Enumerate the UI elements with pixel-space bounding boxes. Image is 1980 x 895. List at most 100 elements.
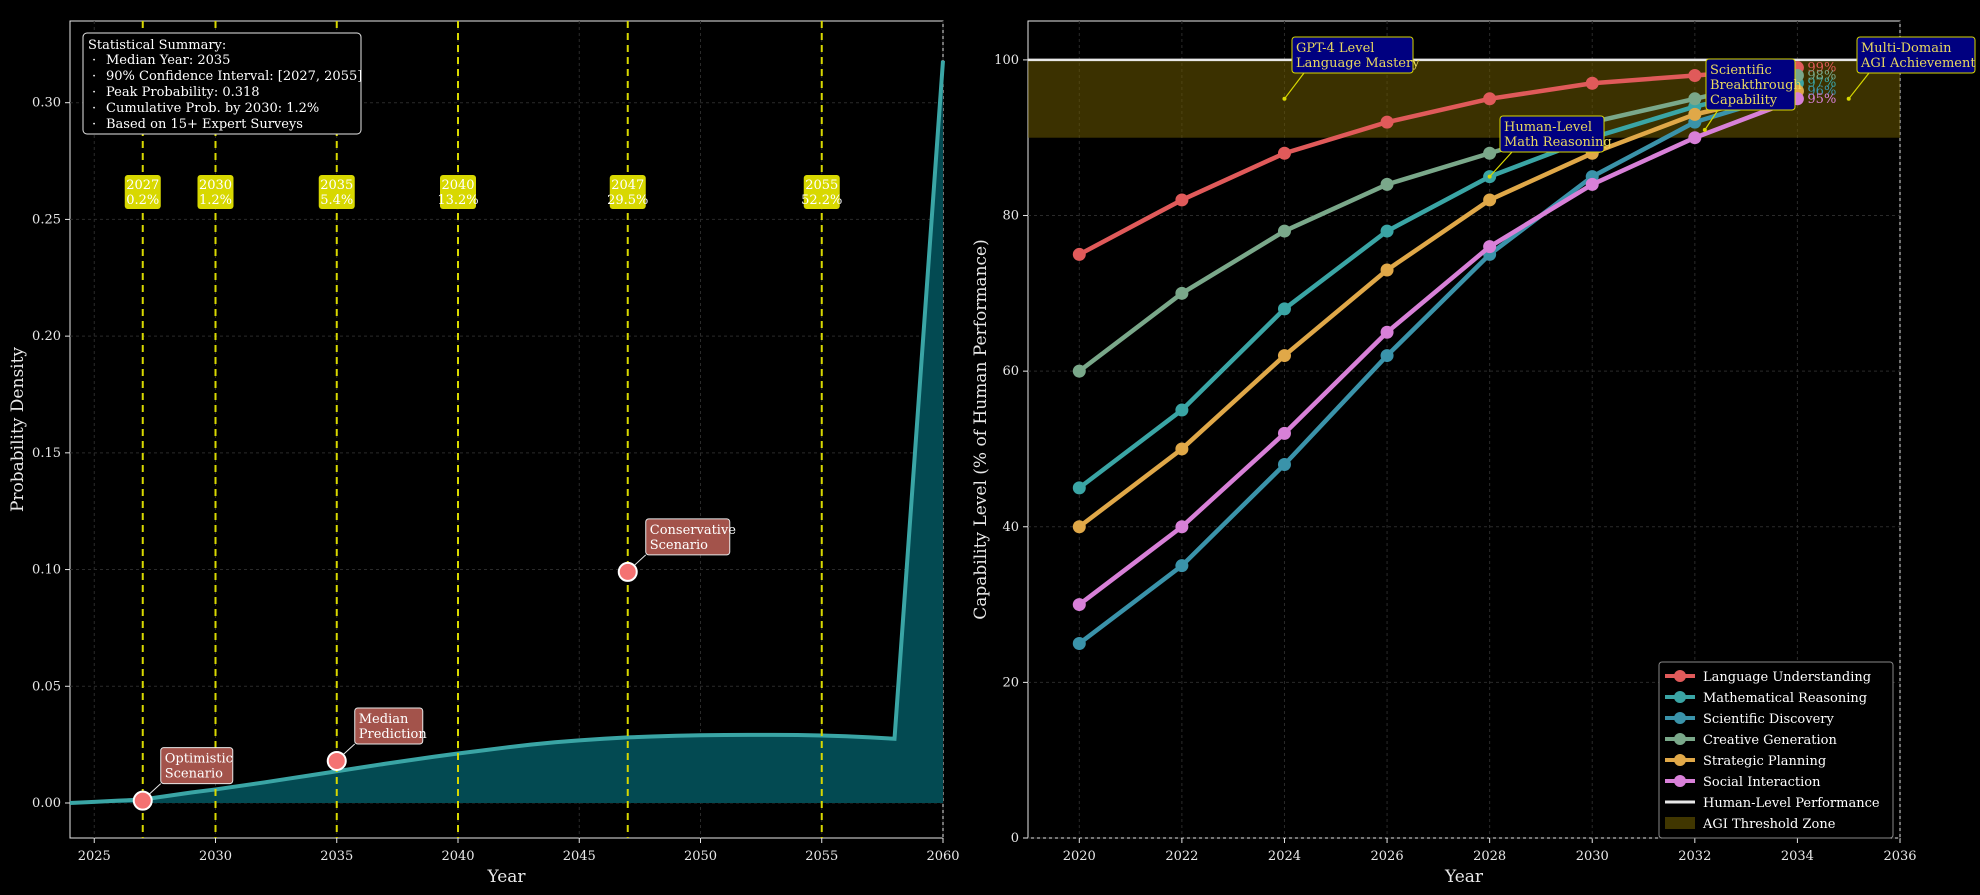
x-tick-label: 2034 (1781, 849, 1814, 864)
end-value-label: 99% (1807, 61, 1836, 76)
percentile-value: 52.2% (801, 193, 842, 208)
scenario-point (617, 561, 638, 582)
left-chart: 2025 2030 2035 2040 2045 2050 2055 2060 0.00 0.05… (8, 20, 960, 887)
scenario-label: Optimistic (165, 752, 233, 767)
annotation-text: AGI Achievement (1860, 56, 1976, 71)
legend-label: Human-Level Performance (1703, 796, 1880, 811)
series-point (1175, 442, 1189, 456)
series-point (1380, 177, 1394, 191)
series-point (1483, 193, 1497, 207)
legend-label: AGI Threshold Zone (1702, 817, 1836, 832)
series-point (1277, 349, 1291, 363)
annotation-text: Scientific (1710, 63, 1772, 78)
x-tick-label: 2026 (1371, 849, 1404, 864)
percentile-badge (197, 175, 234, 209)
y-tick-label: 20 (1002, 675, 1019, 690)
right-chart: 2020 2022 2024 2026 2028 2030 2032 2034 2036 0 20 4… (971, 20, 1976, 887)
summary-bullet: · (92, 85, 96, 100)
percentile-year: 2047 (611, 178, 644, 193)
annotation-box (1705, 58, 1796, 111)
scenario-point (326, 750, 347, 771)
annotation-text: Capability (1710, 93, 1778, 108)
legend-label: Mathematical Reasoning (1703, 691, 1867, 706)
series-point (1585, 76, 1599, 90)
legend-marker (1674, 754, 1686, 766)
scenario-label: Prediction (359, 727, 428, 742)
y-tick-label: 0.10 (32, 563, 61, 578)
series-point (1072, 364, 1086, 378)
annotation-box (1856, 36, 1976, 74)
scenario-box (645, 518, 731, 556)
y-tick-label: 60 (1002, 364, 1019, 379)
scenario-connector (633, 554, 647, 567)
x-tick-label: 2030 (1576, 849, 1609, 864)
percentile-year: 2040 (441, 178, 474, 193)
annotation-arrow (1489, 151, 1513, 178)
percentile-badge (440, 175, 476, 209)
annotation-arrow (1283, 72, 1305, 100)
scenario-label: Scenario (165, 767, 223, 782)
series-point (1688, 68, 1702, 82)
series-point (1380, 325, 1394, 339)
x-tick-label: 2032 (1678, 849, 1711, 864)
legend-marker (1674, 733, 1686, 745)
summary-bullet: · (92, 101, 96, 116)
annotation-arrow-head (1846, 96, 1851, 101)
y-tick-label: 0.00 (32, 796, 61, 811)
summary-item: Based on 15+ Expert Surveys (106, 117, 303, 132)
summary-bullet: · (92, 69, 96, 84)
percentile-value: 1.2% (199, 193, 232, 208)
percentile-year: 2030 (199, 178, 232, 193)
series-point (1277, 426, 1291, 440)
end-value-label: 97% (1807, 76, 1836, 91)
series-point (1483, 146, 1497, 160)
legend-label: Creative Generation (1703, 733, 1837, 748)
x-tick-label: 2030 (199, 849, 232, 864)
summary-box (82, 32, 362, 135)
percentile-value: 29.5% (607, 193, 648, 208)
x-tick-label: 2022 (1165, 849, 1198, 864)
series-point (1585, 177, 1599, 191)
series-point (1380, 224, 1394, 238)
y-tick-label: 0.05 (32, 679, 61, 694)
percentile-value: 13.2% (437, 193, 478, 208)
annotation-arrow-head (1487, 174, 1492, 179)
annotation-text: Language Mastery (1296, 56, 1420, 71)
series-point (1175, 403, 1189, 417)
series-point (1175, 559, 1189, 573)
series-line (1078, 65, 1798, 257)
percentile-badge (803, 175, 840, 209)
density-line (69, 60, 945, 805)
end-value-label: 96% (1807, 84, 1836, 99)
scenario-label: Conservative (650, 523, 737, 538)
annotation-text: Math Reasoning (1504, 135, 1612, 150)
series-point (1072, 481, 1086, 495)
x-tick-label: 2055 (805, 849, 838, 864)
legend-label: Language Understanding (1703, 670, 1871, 685)
series-point (1380, 349, 1394, 363)
summary-bullet: · (92, 117, 96, 132)
series-point (1688, 107, 1702, 121)
y-tick-label: 0.15 (32, 446, 61, 461)
scenario-point (132, 790, 153, 811)
legend-label: Social Interaction (1703, 775, 1821, 790)
y-tick-label: 100 (994, 53, 1019, 68)
series-point (1380, 115, 1394, 129)
series-point (1277, 224, 1291, 238)
annotation-arrow-head (1702, 127, 1707, 132)
summary-item: 90% Confidence Interval: [2027, 2055] (106, 69, 362, 84)
y-axis-title: Capability Level (% of Human Performance… (971, 239, 991, 619)
summary-item: Cumulative Prob. by 2030: 1.2% (106, 101, 319, 116)
x-tick-label: 2028 (1473, 849, 1506, 864)
x-tick-label: 2035 (320, 849, 353, 864)
series-point (1072, 520, 1086, 534)
x-tick-label: 2024 (1268, 849, 1301, 864)
series-point (1175, 286, 1189, 300)
annotation-text: Human-Level (1504, 120, 1592, 135)
summary-title: Statistical Summary: (88, 38, 226, 53)
series-point (1688, 92, 1702, 106)
y-tick-label: 0.30 (32, 96, 61, 111)
summary-bullet: · (92, 53, 96, 68)
legend-marker (1674, 670, 1686, 682)
